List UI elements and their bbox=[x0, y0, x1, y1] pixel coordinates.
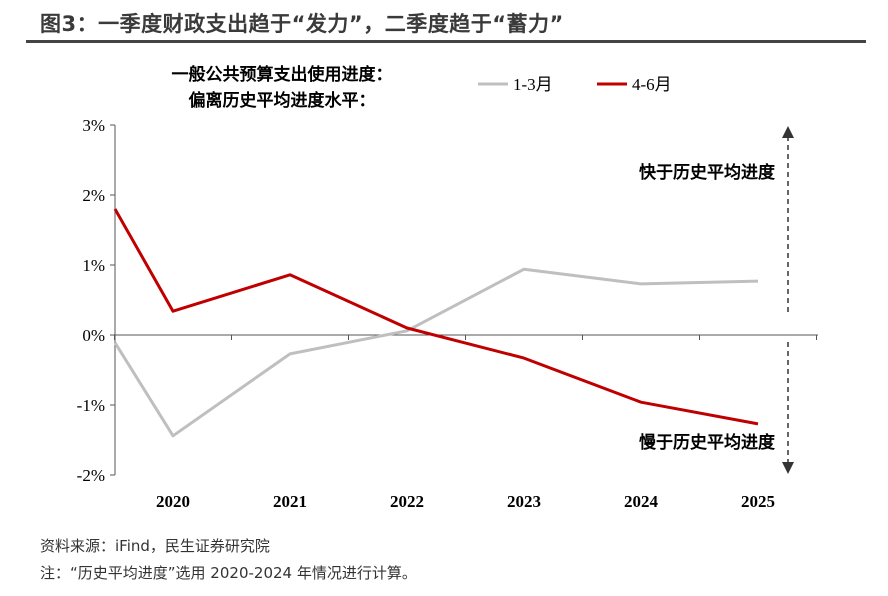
x-tick-label: 2021 bbox=[273, 492, 307, 511]
x-tick-label: 2024 bbox=[624, 492, 659, 511]
up-arrow-icon bbox=[782, 126, 794, 138]
y-tick-label: 3% bbox=[82, 116, 105, 135]
title-divider bbox=[26, 40, 866, 43]
x-tick-label: 2023 bbox=[507, 492, 541, 511]
chart-title-line-2: 偏离历史平均进度水平： bbox=[189, 90, 376, 111]
annotation-faster: 快于历史平均进度 bbox=[639, 162, 776, 183]
legend-label: 1-3月 bbox=[513, 75, 553, 94]
footnote: 注：“历史平均进度”选用 2020-2024 年情况进行计算。 bbox=[40, 564, 417, 582]
y-tick-label: -2% bbox=[77, 466, 105, 485]
y-tick-label: 0% bbox=[82, 326, 105, 345]
source-note: 资料来源：iFind，民生证券研究院 bbox=[40, 537, 270, 555]
series-line-1 bbox=[113, 267, 759, 438]
y-tick-label: -1% bbox=[77, 396, 105, 415]
y-tick-label: 1% bbox=[82, 256, 105, 275]
figure-title: 图3：一季度财政支出趋于“发力”，二季度趋于“蓄力” bbox=[40, 12, 564, 36]
x-tick-label: 2022 bbox=[390, 492, 424, 511]
x-tick-label: 2025 bbox=[741, 492, 775, 511]
y-tick-label: 2% bbox=[82, 186, 105, 205]
x-tick-label: 2020 bbox=[156, 492, 190, 511]
legend-label: 4-6月 bbox=[632, 75, 672, 94]
chart-title-line-1: 一般公共预算支出使用进度： bbox=[172, 64, 393, 85]
annotation-slower: 慢于历史平均进度 bbox=[639, 432, 776, 453]
down-arrow-icon bbox=[782, 462, 794, 474]
